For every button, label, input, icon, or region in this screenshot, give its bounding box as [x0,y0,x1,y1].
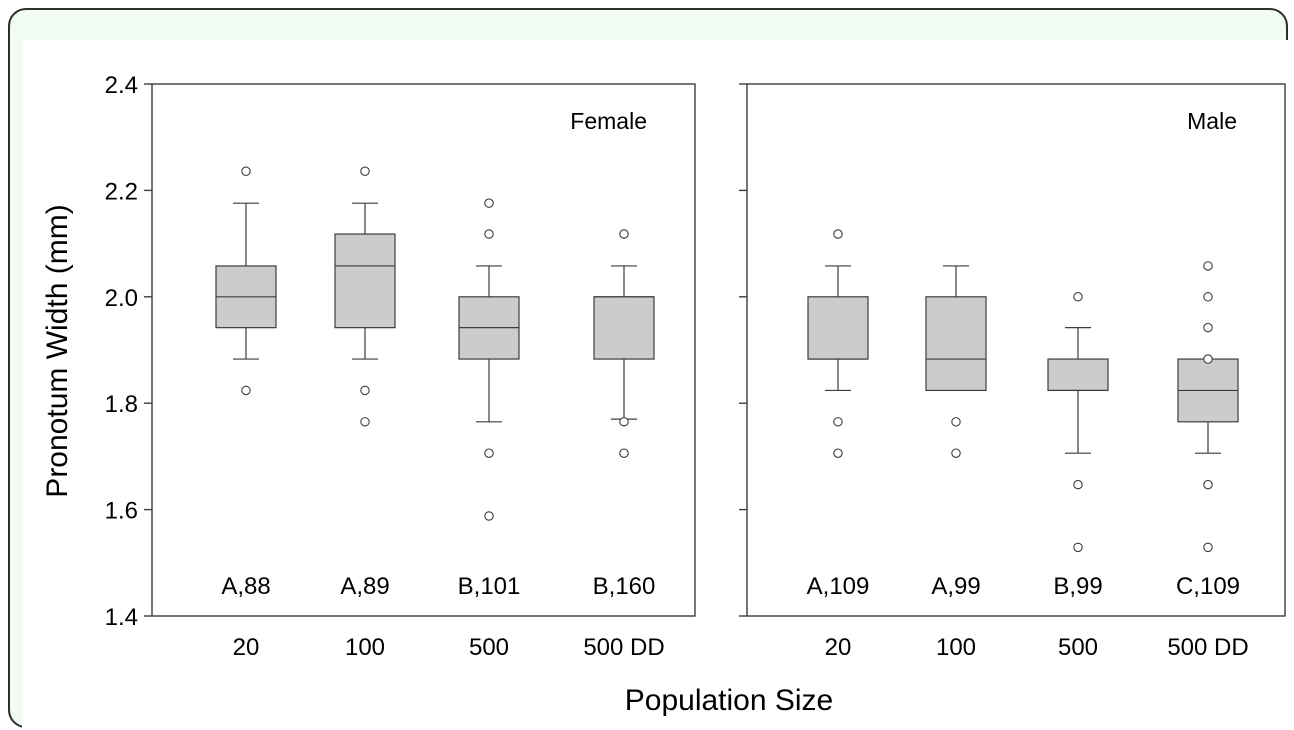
outlier-point [1073,542,1083,553]
box-group [593,229,655,458]
x-axis-title: Population Size [625,684,833,717]
outlier-point [241,385,251,396]
panel-label: Female [570,108,647,134]
outlier-point [1203,479,1213,490]
x-category-label: 100 [345,634,385,661]
group-annotation: B,160 [593,573,656,600]
y-tick-label: 1.6 [105,498,138,525]
group-annotation: A,89 [340,573,389,600]
box-group [807,229,869,458]
panel-frame [746,83,1286,617]
outlier-point [360,166,370,176]
outlier-point [360,417,370,427]
outlier-point [833,229,843,239]
y-axis-title: Pronotum Width (mm) [41,204,74,497]
outlier-point [1073,479,1083,490]
outlier-point [951,417,961,427]
group-annotation: A,99 [931,573,980,600]
group-annotation: C,109 [1176,573,1240,600]
x-category-label: 500 [469,634,509,661]
box-group [1047,292,1109,553]
outlier-point [1203,292,1213,302]
box-iqr [1047,358,1109,392]
box-iqr [334,233,396,329]
x-category-label: 100 [936,634,976,661]
outlier-point [833,417,843,427]
outlier-point [619,417,629,427]
group-annotation: B,101 [458,573,521,600]
outlier-point [951,448,961,458]
group-annotation: B,99 [1053,573,1102,600]
outlier-point [1073,292,1083,302]
y-tick-label: 1.4 [105,604,138,631]
x-category-label: 500 [1058,634,1098,661]
outlier-point [484,448,494,458]
box-iqr [925,296,987,392]
outlier-point [833,448,843,458]
outlier-point [1203,542,1213,553]
box-group [458,198,520,521]
box-group [215,166,277,396]
outlier-point [484,511,494,521]
x-category-label: 20 [233,634,260,661]
outlier-point [1203,322,1213,333]
outlier-point [484,198,494,208]
group-annotation: A,109 [807,573,870,600]
box-group [334,166,396,427]
y-tick-label: 2.0 [105,285,138,312]
outlier-point [484,229,494,239]
y-tick-label: 2.2 [105,178,138,205]
outlier-point [619,229,629,239]
outlier-point [1203,261,1213,271]
box-group [1177,261,1239,553]
y-tick-label: 1.8 [105,391,138,418]
box-group [925,265,987,458]
outlier-point [1203,354,1213,364]
outlier-point [619,448,629,458]
panel-label: Male [1187,108,1237,134]
panel-frame [151,83,696,617]
outlier-point [360,385,370,396]
x-category-label: 500 DD [583,634,664,661]
x-category-label: 20 [825,634,852,661]
box-iqr [807,296,869,360]
boxplot-chart: 1.4 1.6 1.8 2.0 2.2 2.4 Female A,88 20 A,89 100 B,1… [41,72,1286,717]
y-tick-label: 2.4 [105,72,138,99]
figure-frame: 1.4 1.6 1.8 2.0 2.2 2.4 Female A,88 20 A,89 100 B,1… [8,8,1292,730]
box-iqr [593,296,655,360]
x-category-label: 500 DD [1167,634,1248,661]
outlier-point [241,166,251,176]
plot-area: 1.4 1.6 1.8 2.0 2.2 2.4 Female A,88 20 A,89 100 B,1… [22,40,1292,730]
group-annotation: A,88 [221,573,270,600]
